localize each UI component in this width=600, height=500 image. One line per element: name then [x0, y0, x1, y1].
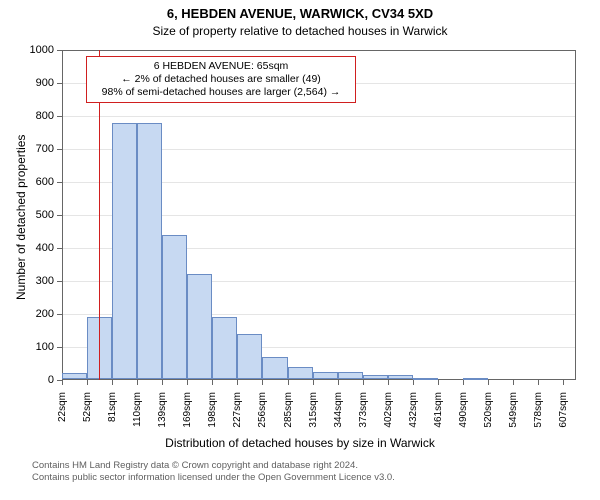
y-tick-label: 600: [22, 176, 54, 188]
y-tick: [57, 215, 62, 216]
x-tick: [563, 380, 564, 385]
y-tick: [57, 50, 62, 51]
histogram-bar: [62, 373, 87, 379]
x-tick: [87, 380, 88, 385]
x-tick: [112, 380, 113, 385]
x-tick: [137, 380, 138, 385]
x-tick: [237, 380, 238, 385]
chart-title-line1: 6, HEBDEN AVENUE, WARWICK, CV34 5XD: [0, 6, 600, 21]
x-tick: [262, 380, 263, 385]
footer-line-2: Contains public sector information licen…: [32, 472, 395, 484]
histogram-bar: [262, 357, 287, 379]
x-tick: [513, 380, 514, 385]
y-tick-label: 500: [22, 209, 54, 221]
y-tick-label: 800: [22, 110, 54, 122]
histogram-bar: [313, 372, 338, 379]
x-tick-label: 198sqm: [207, 392, 218, 442]
chart-container: { "title": { "line1": "6, HEBDEN AVENUE,…: [0, 0, 600, 500]
x-tick-label: 285sqm: [283, 392, 294, 442]
y-tick-label: 0: [22, 374, 54, 386]
y-tick-label: 200: [22, 308, 54, 320]
x-tick: [413, 380, 414, 385]
x-tick: [187, 380, 188, 385]
callout-line-1: 6 HEBDEN AVENUE: 65sqm: [93, 60, 349, 73]
histogram-bar: [338, 372, 363, 379]
y-tick-label: 1000: [22, 44, 54, 56]
histogram-bar: [288, 367, 313, 379]
y-tick: [57, 347, 62, 348]
gridline: [63, 116, 575, 117]
histogram-bar: [363, 375, 388, 379]
callout-box: 6 HEBDEN AVENUE: 65sqm ← 2% of detached …: [86, 56, 356, 103]
y-tick: [57, 149, 62, 150]
chart-title-line2: Size of property relative to detached ho…: [0, 24, 600, 38]
x-tick-label: 110sqm: [132, 392, 143, 442]
x-tick-label: 315sqm: [308, 392, 319, 442]
x-tick: [313, 380, 314, 385]
x-tick-label: 432sqm: [408, 392, 419, 442]
x-tick-label: 344sqm: [333, 392, 344, 442]
x-tick: [212, 380, 213, 385]
x-tick-label: 227sqm: [232, 392, 243, 442]
x-axis-label: Distribution of detached houses by size …: [0, 436, 600, 450]
x-tick-label: 578sqm: [533, 392, 544, 442]
callout-line-2: ← 2% of detached houses are smaller (49): [93, 73, 349, 86]
x-tick-label: 373sqm: [358, 392, 369, 442]
histogram-bar: [237, 334, 262, 379]
x-tick: [162, 380, 163, 385]
y-tick-label: 700: [22, 143, 54, 155]
y-tick-label: 300: [22, 275, 54, 287]
y-tick: [57, 182, 62, 183]
histogram-bar: [212, 317, 237, 379]
x-tick-label: 402sqm: [383, 392, 394, 442]
x-tick-label: 490sqm: [458, 392, 469, 442]
callout-line-3: 98% of semi-detached houses are larger (…: [93, 86, 349, 99]
y-tick: [57, 281, 62, 282]
footer-attribution: Contains HM Land Registry data © Crown c…: [32, 460, 395, 484]
x-tick-label: 22sqm: [57, 392, 68, 442]
y-tick-label: 100: [22, 341, 54, 353]
histogram-bar: [463, 378, 488, 380]
y-tick: [57, 116, 62, 117]
y-tick-label: 900: [22, 77, 54, 89]
x-tick: [488, 380, 489, 385]
x-tick-label: 549sqm: [508, 392, 519, 442]
x-tick: [538, 380, 539, 385]
x-tick-label: 169sqm: [182, 392, 193, 442]
histogram-bar: [137, 123, 162, 379]
x-tick: [438, 380, 439, 385]
x-tick: [338, 380, 339, 385]
x-tick: [363, 380, 364, 385]
x-tick-label: 520sqm: [483, 392, 494, 442]
y-tick: [57, 248, 62, 249]
x-tick-label: 52sqm: [82, 392, 93, 442]
histogram-bar: [187, 274, 212, 379]
y-tick-label: 400: [22, 242, 54, 254]
histogram-bar: [162, 235, 187, 379]
histogram-bar: [413, 378, 438, 380]
footer-line-1: Contains HM Land Registry data © Crown c…: [32, 460, 395, 472]
x-tick: [388, 380, 389, 385]
histogram-bar: [112, 123, 137, 379]
x-tick-label: 139sqm: [157, 392, 168, 442]
x-tick-label: 256sqm: [257, 392, 268, 442]
x-tick-label: 607sqm: [558, 392, 569, 442]
x-tick-label: 461sqm: [433, 392, 444, 442]
y-tick: [57, 314, 62, 315]
x-tick: [62, 380, 63, 385]
x-tick: [463, 380, 464, 385]
y-tick: [57, 83, 62, 84]
x-tick-label: 81sqm: [107, 392, 118, 442]
x-tick: [288, 380, 289, 385]
histogram-bar: [388, 375, 413, 379]
